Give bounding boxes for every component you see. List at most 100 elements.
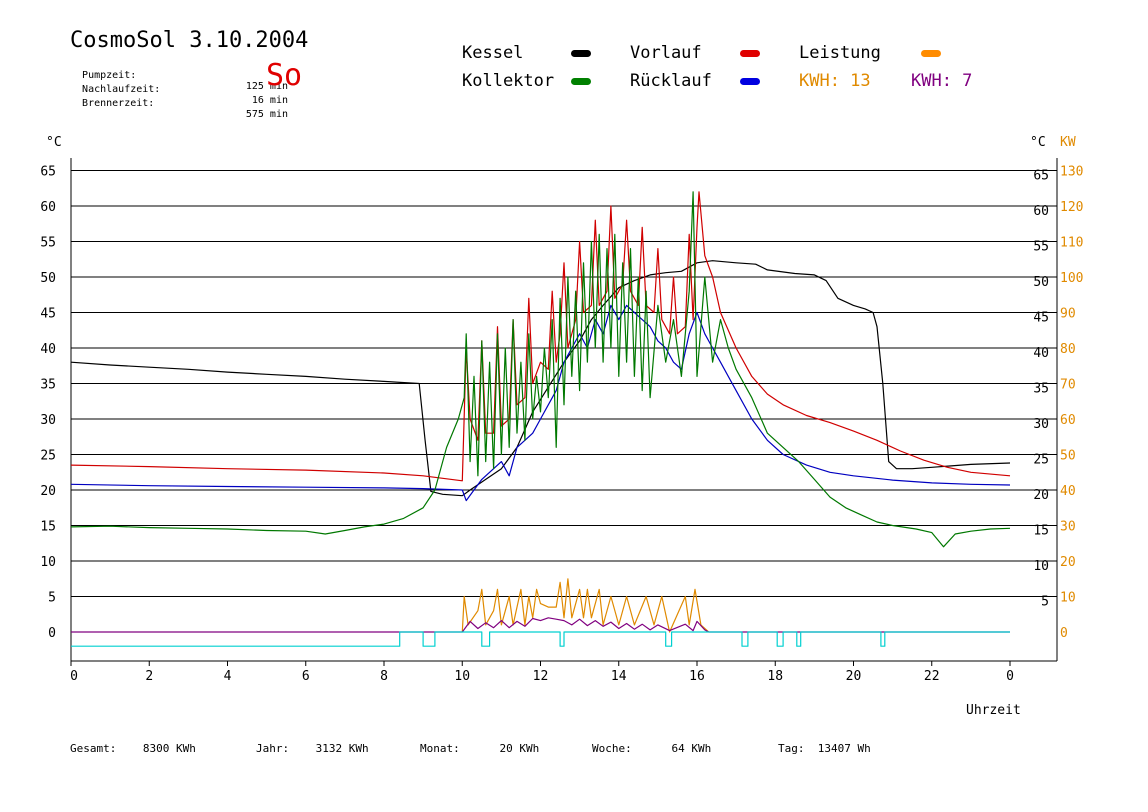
y-tick-label: 15	[40, 520, 56, 535]
y-tick-label: 25	[40, 449, 56, 464]
meta-label: Pumpzeit:	[82, 70, 137, 81]
stat-value: 8300 KWh	[142, 742, 196, 755]
x-tick-label: 0	[1006, 669, 1014, 684]
kw-tick-label: 120	[1060, 200, 1083, 215]
stat-tag: Tag: 13407 Wh	[778, 742, 871, 755]
stat-label: Monat:	[420, 742, 460, 755]
y-right-tick-label: 5	[1041, 595, 1049, 610]
y-tick-label: 0	[48, 626, 56, 641]
kw-tick-label: 30	[1060, 520, 1076, 535]
meta-label: Nachlaufzeit:	[82, 84, 161, 95]
meta-brennerzeit: Brennerzeit: 575 min	[70, 87, 288, 120]
kw-tick-label: 110	[1060, 236, 1083, 251]
y-right-tick-label: 25	[1033, 453, 1049, 468]
x-tick-label: 8	[380, 669, 388, 684]
kw-tick-label: 60	[1060, 413, 1076, 428]
y-tick-label: 60	[40, 200, 56, 215]
y-tick-label: 55	[40, 236, 56, 251]
kw-tick-label: 90	[1060, 307, 1076, 322]
y-right-tick-label: 15	[1033, 524, 1049, 539]
x-axis-label: Uhrzeit	[966, 703, 1021, 718]
legend-kwh-leistung: KWH: 13	[799, 71, 871, 91]
meta-value: 16 min	[251, 95, 288, 106]
y-tick-label: 5	[48, 591, 56, 606]
legend-swatch-vorlauf	[740, 50, 760, 57]
x-tick-label: 20	[846, 669, 862, 684]
legend-swatch-ruecklauf	[740, 78, 760, 85]
kw-tick-label: 20	[1060, 555, 1076, 570]
y-right-tick-label: 10	[1033, 559, 1049, 574]
kw-tick-label: 40	[1060, 484, 1076, 499]
y-axis-unit-right: °C	[1030, 135, 1046, 150]
legend-label-ruecklauf: Rücklauf	[630, 71, 712, 91]
y-tick-label: 45	[40, 307, 56, 322]
meta-value: 125 min	[245, 81, 288, 92]
stat-label: Gesamt:	[70, 742, 117, 755]
stat-label: Woche:	[592, 742, 632, 755]
meta-pumpzeit: Pumpzeit: 125 min	[70, 59, 288, 92]
x-tick-label: 18	[767, 669, 783, 684]
y-right-tick-label: 45	[1033, 311, 1049, 326]
series-line-ruecklauf	[70, 304, 1011, 502]
y-axis-unit-left: °C	[46, 135, 62, 150]
y-tick-label: 20	[40, 484, 56, 499]
series-line-purple	[71, 617, 1010, 633]
weekday-label: So	[266, 58, 303, 93]
legend-swatch-leistung	[921, 50, 941, 57]
y-right-tick-label: 60	[1033, 204, 1049, 219]
y-tick-label: 50	[40, 271, 56, 286]
x-tick-label: 0	[70, 669, 78, 684]
y-tick-label: 35	[40, 378, 56, 393]
y-tick-label: 40	[40, 342, 56, 357]
kw-tick-label: 10	[1060, 591, 1076, 606]
kw-tick-label: 100	[1060, 271, 1083, 286]
x-tick-label: 14	[611, 669, 627, 684]
series-line-kessel	[70, 260, 1011, 497]
stat-label: Tag:	[778, 742, 805, 755]
y-right-tick-label: 20	[1033, 488, 1049, 503]
y-tick-label: 10	[40, 555, 56, 570]
stat-gesamt: Gesamt: 8300 KWh	[70, 742, 196, 755]
series-line-vorlauf	[70, 191, 1011, 482]
stat-value: 20 KWh	[499, 742, 540, 755]
y-right-tick-label: 65	[1033, 169, 1049, 184]
x-tick-label: 12	[533, 669, 549, 684]
stat-value: 64 KWh	[671, 742, 712, 755]
stat-jahr: Jahr: 3132 KWh	[256, 742, 369, 755]
kw-tick-label: 50	[1060, 449, 1076, 464]
x-tick-label: 4	[224, 669, 232, 684]
y-right-tick-label: 50	[1033, 275, 1049, 290]
x-tick-label: 22	[924, 669, 940, 684]
x-tick-label: 2	[145, 669, 153, 684]
stat-label: Jahr:	[256, 742, 290, 755]
kw-tick-label: 0	[1060, 626, 1068, 641]
stat-value: 13407 Wh	[817, 742, 871, 755]
legend-label-kessel: Kessel	[462, 43, 524, 63]
legend-swatch-kollektor	[571, 78, 591, 85]
meta-nachlaufzeit: Nachlaufzeit: 16 min	[70, 73, 288, 106]
legend-kwh-purple: KWH: 7	[911, 71, 973, 91]
series-line-kollektor	[70, 191, 1011, 548]
kw-tick-label: 70	[1060, 378, 1076, 393]
kw-tick-label: 80	[1060, 342, 1076, 357]
x-tick-label: 10	[454, 669, 470, 684]
stat-value: 3132 KWh	[315, 742, 369, 755]
y-right-tick-label: 40	[1033, 346, 1049, 361]
y-tick-label: 30	[40, 413, 56, 428]
legend-swatch-kessel	[571, 50, 591, 57]
y-tick-label: 65	[40, 165, 56, 180]
y-axis-unit-kw: KW	[1060, 135, 1076, 150]
meta-value: 575 min	[245, 109, 288, 120]
legend-label-vorlauf: Vorlauf	[630, 43, 702, 63]
legend-label-kollektor: Kollektor	[462, 71, 555, 91]
legend-label-leistung: Leistung	[799, 43, 881, 63]
y-right-tick-label: 35	[1033, 382, 1049, 397]
y-right-tick-label: 55	[1033, 240, 1049, 255]
y-right-tick-label: 30	[1033, 417, 1049, 432]
series-line-pump	[71, 631, 1010, 647]
stat-woche: Woche: 64 KWh	[592, 742, 711, 755]
x-tick-label: 16	[689, 669, 705, 684]
series-line-leistung	[461, 578, 710, 633]
stat-monat: Monat: 20 KWh	[420, 742, 539, 755]
